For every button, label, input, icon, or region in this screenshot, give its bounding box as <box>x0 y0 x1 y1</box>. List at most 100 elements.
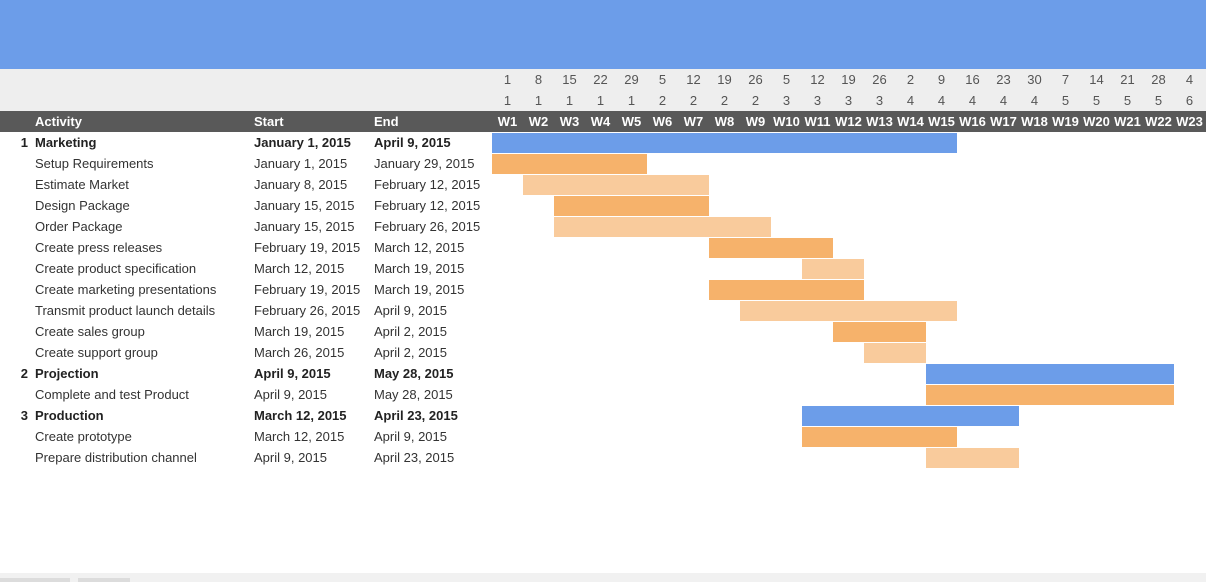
timeline-month: 5 <box>1154 93 1163 108</box>
week-label: W10 <box>773 114 800 129</box>
task-start: February 26, 2015 <box>254 303 361 318</box>
task-name: Order Package <box>35 219 123 234</box>
timeline-day: 19 <box>717 72 732 87</box>
timeline-month: 2 <box>751 93 760 108</box>
timeline-day: 28 <box>1151 72 1166 87</box>
week-label: W7 <box>683 114 704 129</box>
task-bar[interactable] <box>492 154 647 174</box>
timeline-day: 5 <box>658 72 667 87</box>
task-name: Prepare distribution channel <box>35 450 197 465</box>
task-row: Create support group March 26, 2015 April … <box>0 342 1206 363</box>
task-end: April 23, 2015 <box>374 408 458 423</box>
task-start: March 12, 2015 <box>254 408 347 423</box>
timeline-month: 4 <box>937 93 946 108</box>
timeline-month: 4 <box>968 93 977 108</box>
task-bar[interactable] <box>523 175 709 195</box>
task-number: 2 <box>20 366 28 381</box>
timeline-month: 5 <box>1123 93 1132 108</box>
task-group-row: 1 Marketing January 1, 2015 April 9, 2015 <box>0 132 1206 153</box>
timeline-month: 1 <box>534 93 543 108</box>
task-start: January 1, 2015 <box>254 156 348 171</box>
timeline-month: 6 <box>1185 93 1194 108</box>
task-bar[interactable] <box>740 301 957 321</box>
task-name: Production <box>35 408 104 423</box>
week-label: W22 <box>1145 114 1172 129</box>
task-start: February 19, 2015 <box>254 240 361 255</box>
task-number: 3 <box>20 408 28 423</box>
task-end: April 2, 2015 <box>374 345 447 360</box>
task-start: January 15, 2015 <box>254 219 355 234</box>
task-bar[interactable] <box>833 322 926 342</box>
task-name: Create support group <box>35 345 158 360</box>
timeline-month-row: 1 1 1 1 1 2 2 2 2 3 3 3 3 4 4 4 4 4 5 5 5 5 6 <box>0 90 1206 111</box>
timeline-month: 3 <box>844 93 853 108</box>
task-row: Create prototype March 12, 2015 April 9, 2… <box>0 426 1206 447</box>
timeline-day: 22 <box>593 72 608 87</box>
task-name: Create sales group <box>35 324 145 339</box>
task-bar[interactable] <box>554 196 709 216</box>
timeline-day: 5 <box>782 72 791 87</box>
task-bar[interactable] <box>709 238 833 258</box>
task-bar[interactable] <box>926 448 1019 468</box>
task-start: April 9, 2015 <box>254 387 327 402</box>
timeline-month: 1 <box>565 93 574 108</box>
sheet-tab[interactable] <box>78 578 130 582</box>
week-label: W17 <box>990 114 1017 129</box>
task-start: January 8, 2015 <box>254 177 348 192</box>
task-start: March 12, 2015 <box>254 429 345 444</box>
task-row: Setup Requirements January 1, 2015 January… <box>0 153 1206 174</box>
task-name: Create marketing presentations <box>35 282 217 297</box>
end-header: End <box>374 114 399 129</box>
timeline-day: 7 <box>1061 72 1070 87</box>
start-header: Start <box>254 114 284 129</box>
timeline-day: 2 <box>906 72 915 87</box>
sheet-tab[interactable] <box>0 578 70 582</box>
task-row: Create sales group March 19, 2015 April 2,… <box>0 321 1206 342</box>
task-bar[interactable] <box>926 385 1174 405</box>
week-label: W8 <box>714 114 735 129</box>
task-bar[interactable] <box>709 280 864 300</box>
task-start: April 9, 2015 <box>254 450 327 465</box>
task-end: April 9, 2015 <box>374 303 447 318</box>
timeline-month: 5 <box>1061 93 1070 108</box>
task-name: Projection <box>35 366 99 381</box>
header-banner <box>0 0 1206 69</box>
task-row: Order Package January 15, 2015 February 26… <box>0 216 1206 237</box>
timeline-day: 19 <box>841 72 856 87</box>
timeline-month: 2 <box>720 93 729 108</box>
week-label: W5 <box>621 114 642 129</box>
task-name: Create press releases <box>35 240 163 255</box>
task-bar[interactable] <box>864 343 926 363</box>
week-label: W23 <box>1176 114 1203 129</box>
timeline-month: 2 <box>658 93 667 108</box>
timeline-month: 2 <box>689 93 698 108</box>
task-row: Estimate Market January 8, 2015 February 1… <box>0 174 1206 195</box>
week-label: W16 <box>959 114 986 129</box>
timeline-month: 3 <box>875 93 884 108</box>
task-end: May 28, 2015 <box>374 387 453 402</box>
summary-bar[interactable] <box>802 406 1019 426</box>
task-bar[interactable] <box>554 217 771 237</box>
week-label: W11 <box>804 114 831 129</box>
week-label: W1 <box>497 114 518 129</box>
timeline-day: 4 <box>1185 72 1194 87</box>
timeline-month: 5 <box>1092 93 1101 108</box>
task-end: April 9, 2015 <box>374 135 451 150</box>
timeline-month: 1 <box>503 93 512 108</box>
task-name: Create prototype <box>35 429 132 444</box>
timeline-day: 26 <box>748 72 763 87</box>
timeline-day: 1 <box>503 72 512 87</box>
week-label: W4 <box>590 114 611 129</box>
week-label: W15 <box>928 114 955 129</box>
task-group-row: 3 Production March 12, 2015 April 23, 2015 <box>0 405 1206 426</box>
task-bar[interactable] <box>802 259 864 279</box>
task-row: Create product specification March 12, 20… <box>0 258 1206 279</box>
week-label: W9 <box>745 114 766 129</box>
task-bar[interactable] <box>802 427 957 447</box>
summary-bar[interactable] <box>492 133 957 153</box>
table-header: Activity Start End W1 W2 W3 W4 W5 W6 W7 W8 W9 W10… <box>0 111 1206 132</box>
task-end: April 9, 2015 <box>374 429 447 444</box>
summary-bar[interactable] <box>926 364 1174 384</box>
task-name: Complete and test Product <box>35 387 189 402</box>
week-label: W3 <box>559 114 580 129</box>
